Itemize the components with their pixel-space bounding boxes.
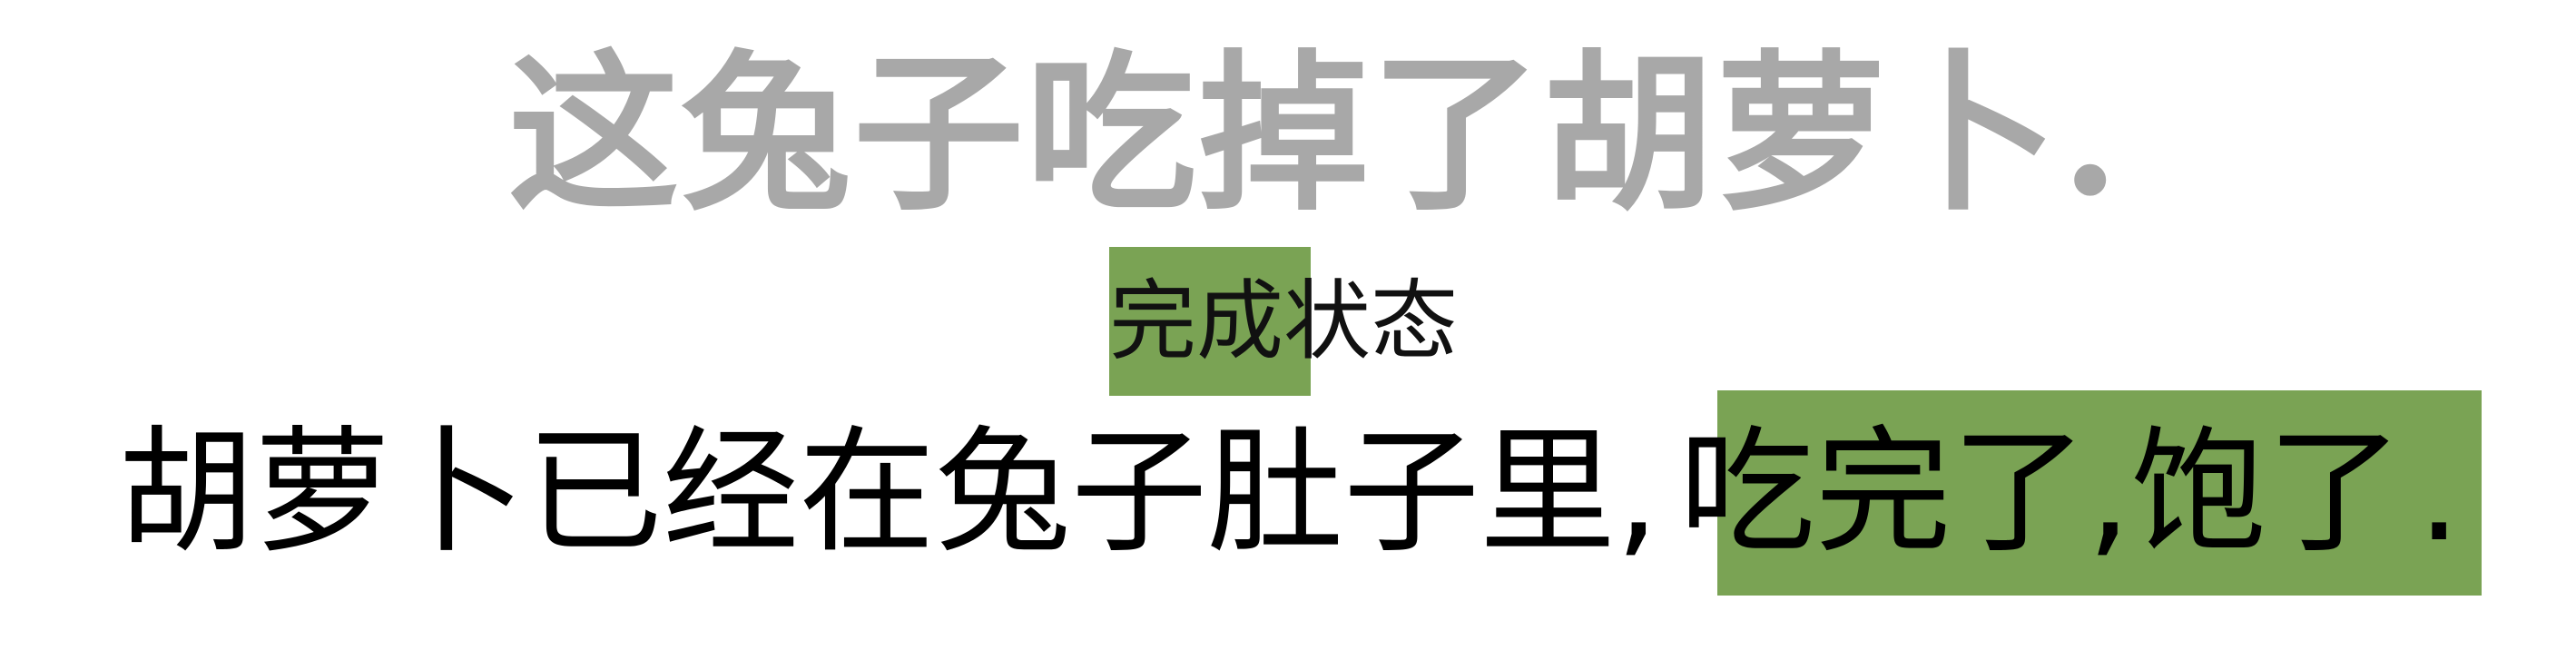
explanation-sentence: 胡萝卜已经在兔子肚子里, 吃完了,饱了.	[118, 392, 2461, 594]
sentence-highlighted: 吃完了,饱了	[1678, 414, 2404, 572]
sentence-highlight	[1717, 390, 2482, 596]
state-label-highlighted: 完成	[1109, 271, 1283, 372]
sentence-after: .	[2417, 414, 2462, 572]
sentence-before: 胡萝卜已经在兔子肚子里,	[118, 414, 1659, 572]
title-sentence: 这兔子吃掉了胡萝卜.	[508, 34, 2122, 234]
label-highlight	[1109, 247, 1311, 396]
state-label: 完成 状态	[1109, 245, 1458, 398]
state-label-rest: 状态	[1283, 271, 1458, 372]
